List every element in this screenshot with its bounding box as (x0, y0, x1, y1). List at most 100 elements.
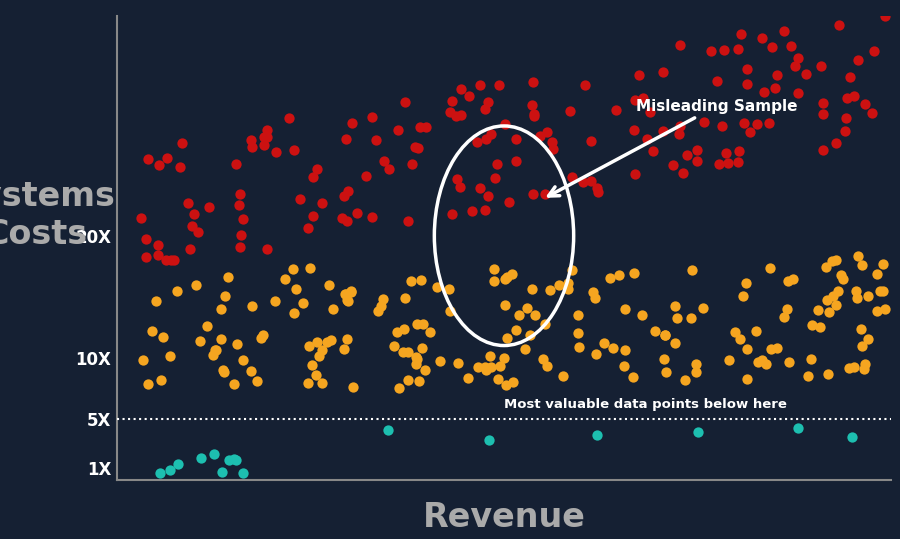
Point (684, 314, 698, 322)
Point (583, 136, 598, 145)
Point (533, 132, 547, 141)
Point (451, 358, 465, 367)
Point (572, 342, 586, 351)
Point (189, 281, 203, 289)
Point (676, 169, 690, 178)
Point (590, 431, 604, 439)
Point (609, 106, 624, 114)
Point (227, 379, 241, 388)
Point (857, 365, 871, 374)
Point (244, 136, 258, 144)
Point (680, 151, 694, 160)
Point (214, 467, 229, 476)
Point (626, 126, 641, 134)
Point (464, 207, 479, 216)
Point (813, 323, 827, 331)
Point (656, 355, 670, 363)
Point (543, 285, 557, 294)
Point (831, 287, 845, 295)
Point (338, 289, 352, 298)
Point (325, 305, 339, 313)
Point (136, 355, 150, 364)
Point (202, 203, 217, 212)
Point (788, 61, 803, 70)
Point (409, 360, 423, 369)
Point (770, 71, 785, 80)
Point (151, 250, 166, 259)
Point (799, 70, 814, 78)
Point (500, 334, 514, 343)
Point (310, 164, 324, 173)
Point (715, 122, 729, 130)
Point (430, 282, 445, 291)
Point (231, 201, 246, 209)
Point (302, 224, 316, 233)
Point (256, 141, 271, 149)
Point (858, 100, 872, 109)
Point (472, 184, 487, 192)
Point (344, 288, 358, 297)
Point (448, 112, 463, 120)
Point (382, 165, 396, 174)
Point (685, 265, 699, 274)
Point (838, 127, 852, 136)
Point (658, 331, 672, 340)
Point (731, 158, 745, 167)
Point (722, 356, 736, 364)
Point (479, 366, 493, 375)
Point (526, 78, 540, 86)
Point (140, 379, 155, 388)
Point (309, 371, 323, 380)
Point (836, 274, 850, 283)
Point (584, 176, 598, 185)
Point (140, 234, 154, 243)
Point (232, 243, 247, 251)
Point (678, 375, 692, 384)
Point (390, 328, 404, 336)
Point (878, 12, 893, 20)
Point (539, 128, 554, 136)
Point (552, 281, 566, 289)
Point (628, 170, 643, 178)
Point (158, 256, 173, 265)
Point (481, 98, 495, 107)
Point (482, 436, 496, 445)
Point (341, 187, 356, 196)
Point (473, 81, 488, 89)
Point (545, 144, 560, 153)
Point (156, 333, 170, 341)
Text: Systems
Costs: Systems Costs (0, 180, 115, 251)
Point (731, 45, 745, 54)
Point (869, 270, 884, 279)
Point (751, 357, 765, 366)
Point (164, 256, 178, 265)
Point (246, 143, 260, 151)
Point (478, 205, 492, 214)
Point (286, 309, 301, 317)
Point (187, 210, 202, 218)
Point (498, 275, 512, 284)
Point (777, 27, 791, 36)
Point (296, 299, 310, 308)
Point (315, 346, 329, 355)
Point (839, 114, 853, 122)
Point (759, 360, 773, 368)
Point (376, 157, 391, 165)
Point (656, 67, 670, 76)
Point (659, 368, 673, 376)
Point (765, 43, 779, 51)
Point (850, 294, 865, 302)
Point (805, 321, 819, 329)
Point (369, 136, 383, 144)
Point (305, 361, 320, 369)
Point (757, 87, 771, 96)
Point (590, 184, 604, 192)
Point (825, 291, 840, 300)
Point (854, 341, 868, 350)
Point (697, 118, 711, 127)
Point (526, 101, 540, 109)
Point (287, 146, 302, 155)
Point (462, 374, 476, 382)
Point (764, 344, 778, 353)
Point (704, 47, 718, 56)
